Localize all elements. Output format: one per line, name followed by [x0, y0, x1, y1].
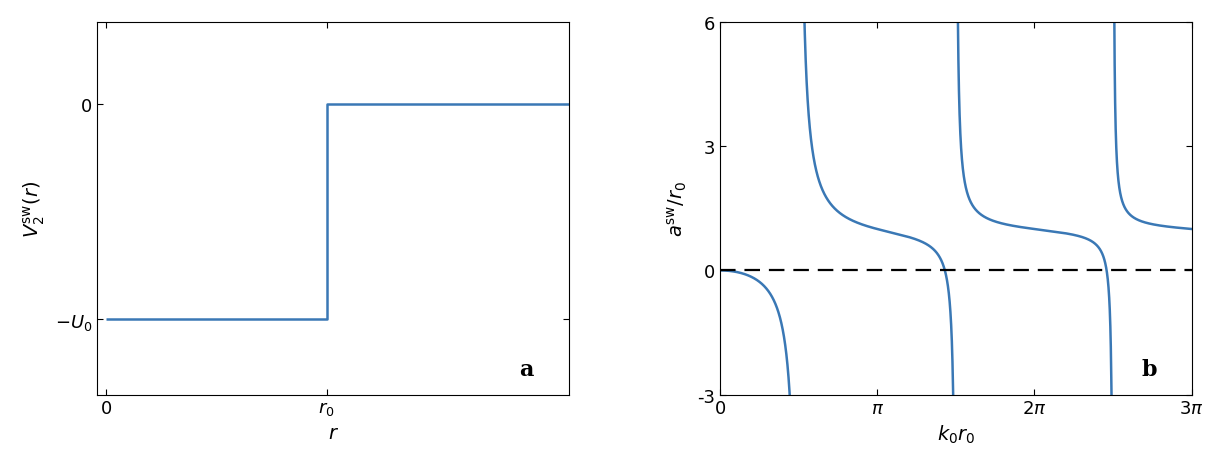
X-axis label: $r$: $r$	[327, 423, 339, 442]
X-axis label: $k_0 r_0$: $k_0 r_0$	[936, 423, 975, 445]
Y-axis label: $V_2^{\mathrm{sw}}(r)$: $V_2^{\mathrm{sw}}(r)$	[21, 180, 46, 237]
Text: b: b	[1142, 358, 1156, 380]
Y-axis label: $a^{\mathrm{sw}}/r_0$: $a^{\mathrm{sw}}/r_0$	[665, 181, 688, 237]
Text: a: a	[519, 358, 534, 380]
